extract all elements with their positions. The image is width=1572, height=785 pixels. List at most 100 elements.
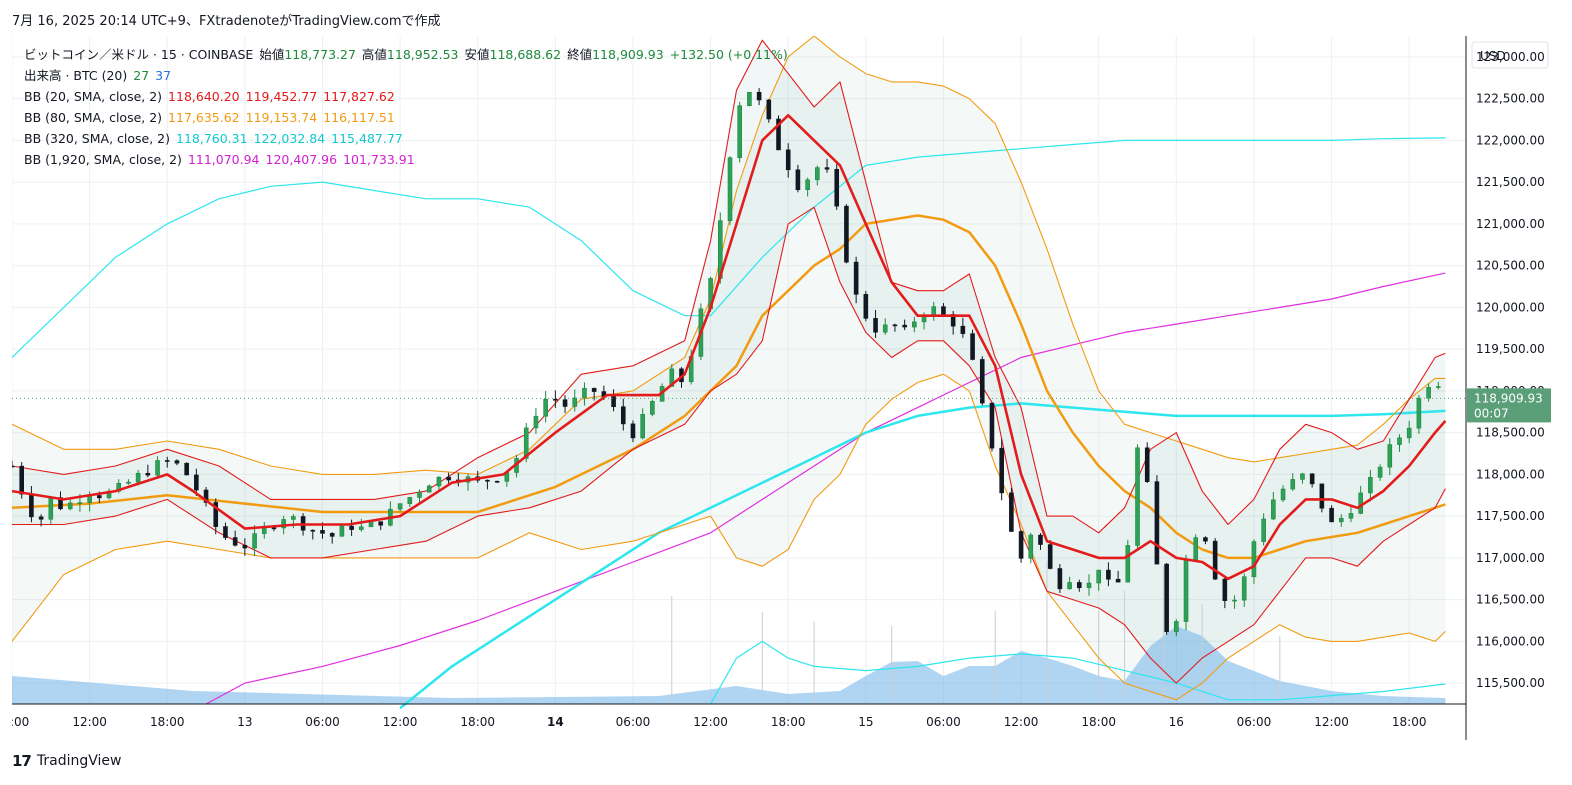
symbol-name[interactable]: ビットコイン／米ドル · 15 · COINBASE	[24, 47, 254, 62]
candle-body	[1193, 537, 1199, 560]
candle-body	[999, 447, 1004, 494]
legend-volume[interactable]: 出来高 · BTC (20) 27 37	[24, 65, 794, 86]
candle-body	[1261, 518, 1266, 542]
price-chart[interactable]: 115,500.00 116,000.00 116,500.00 117,000.00…	[0, 35, 1552, 740]
candle-body	[213, 502, 219, 527]
bb20-label: BB (20, SMA, close, 2)	[24, 89, 163, 104]
high-label: 高値	[361, 47, 387, 62]
candle-body	[834, 168, 840, 207]
candle-body	[805, 179, 810, 191]
countdown-label: 00:07	[1474, 406, 1509, 420]
candle-body	[650, 401, 655, 415]
candle-body	[48, 497, 54, 520]
legend-bb320[interactable]: BB (320, SMA, close, 2) 118,760.31 122,032…	[24, 128, 794, 149]
candle-body	[1067, 582, 1072, 590]
candle-body	[485, 479, 490, 482]
candle-body	[1086, 582, 1092, 589]
candle-body	[77, 502, 83, 504]
bb320-up: 122,032.84	[253, 131, 326, 146]
candle-body	[553, 398, 558, 401]
bb80-basis-line	[11, 214, 1446, 560]
candle-body	[252, 533, 257, 549]
time-tick-label: 18:00	[1081, 715, 1116, 729]
candle-body	[1164, 563, 1169, 633]
candle-body	[1348, 513, 1354, 519]
price-tick-label: 121,500.00	[1476, 175, 1545, 189]
last-price-badge	[1467, 388, 1551, 423]
bb20-basis-line	[11, 114, 1447, 581]
time-tick-label: 13	[237, 715, 252, 729]
last-price-label: 118,909.93	[1474, 391, 1543, 405]
time-tick-label: 18:00	[771, 715, 806, 729]
legend-bb80[interactable]: BB (80, SMA, close, 2) 117,635.62 119,153.…	[24, 107, 794, 128]
candle-body	[669, 368, 675, 387]
candle-body	[1115, 578, 1121, 583]
candle-body	[232, 537, 238, 546]
candle-body	[1106, 569, 1111, 580]
time-tick-label: 18:00	[460, 715, 495, 729]
candle-body	[1144, 447, 1150, 482]
candle-body	[320, 530, 325, 534]
candle-body	[1232, 599, 1237, 602]
time-tick-label: 12:00	[383, 715, 418, 729]
footer-brand[interactable]: 17 TradingView	[12, 752, 121, 770]
volume-label: 出来高 · BTC (20)	[24, 68, 128, 83]
candle-body	[1300, 473, 1305, 480]
time-tick-label: 12:00	[72, 715, 107, 729]
candle-body	[1319, 483, 1325, 509]
bb1920-upper-line	[205, 272, 1446, 705]
candle-body	[1280, 488, 1286, 501]
candle-body	[1125, 545, 1131, 583]
candle-body	[291, 516, 296, 520]
candle-body	[1241, 576, 1247, 601]
candle-body	[892, 324, 898, 327]
open-label: 始値	[259, 47, 285, 62]
bb20-lower-line	[12, 206, 1446, 684]
candle-body	[776, 118, 781, 151]
candle-body	[1358, 492, 1363, 514]
currency-box	[1471, 41, 1549, 69]
brand-name: TradingView	[36, 753, 122, 769]
bb80-label: BB (80, SMA, close, 2)	[24, 110, 163, 125]
candle-body	[785, 149, 791, 171]
chart-legend: ビットコイン／米ドル · 15 · COINBASE 始値118,773.27 高値…	[24, 44, 794, 170]
candle-body	[417, 491, 422, 498]
time-tick-label: 18:00	[1392, 715, 1427, 729]
candle-body	[747, 91, 752, 107]
candle-body	[727, 157, 733, 221]
bb20-up: 119,452.77	[245, 89, 318, 104]
tradingview-logo-icon: 17	[12, 752, 32, 770]
legend-bb20[interactable]: BB (20, SMA, close, 2) 118,640.20 119,452.…	[24, 86, 794, 107]
chart-caption: 7月 16, 2025 20:14 UTC+9、FXtradenoteがTrad…	[12, 14, 441, 29]
candle-body	[38, 516, 44, 520]
price-tick-label: 115,500.00	[1476, 676, 1545, 690]
legend-bb1920[interactable]: BB (1,920, SMA, close, 2) 111,070.94 120,4…	[24, 149, 794, 170]
time-tick-label: 06:00	[12, 715, 29, 729]
candle-body	[1096, 569, 1102, 584]
candle-body	[19, 465, 25, 495]
high-value: 118,952.53	[386, 47, 459, 62]
candle-body	[989, 402, 995, 449]
candle-body	[1251, 541, 1257, 578]
bb1920-mid: 111,070.94	[187, 152, 260, 167]
candle-body	[1271, 499, 1276, 520]
time-tick-label: 06:00	[926, 715, 961, 729]
price-tick-label: 119,500.00	[1476, 342, 1545, 356]
time-tick-label: 06:00	[1237, 715, 1272, 729]
price-tick-label: 122,000.00	[1476, 133, 1545, 147]
candle-body	[1290, 479, 1296, 490]
candle-body	[795, 169, 801, 191]
candle-body	[533, 415, 539, 429]
candle-body	[9, 465, 15, 468]
chart-area[interactable]: 115,500.00 116,000.00 116,500.00 117,000.00…	[0, 35, 1552, 740]
candle-body	[397, 503, 403, 510]
candle-body	[426, 485, 432, 493]
candle-body	[902, 324, 907, 328]
candle-body	[1426, 387, 1431, 399]
bb20-mid: 118,640.20	[168, 89, 240, 104]
bb80-lower-line	[11, 373, 1446, 701]
candle-body	[203, 489, 209, 503]
low-value: 118,688.62	[489, 47, 562, 62]
candle-body	[1387, 444, 1393, 468]
candle-body	[174, 460, 180, 464]
